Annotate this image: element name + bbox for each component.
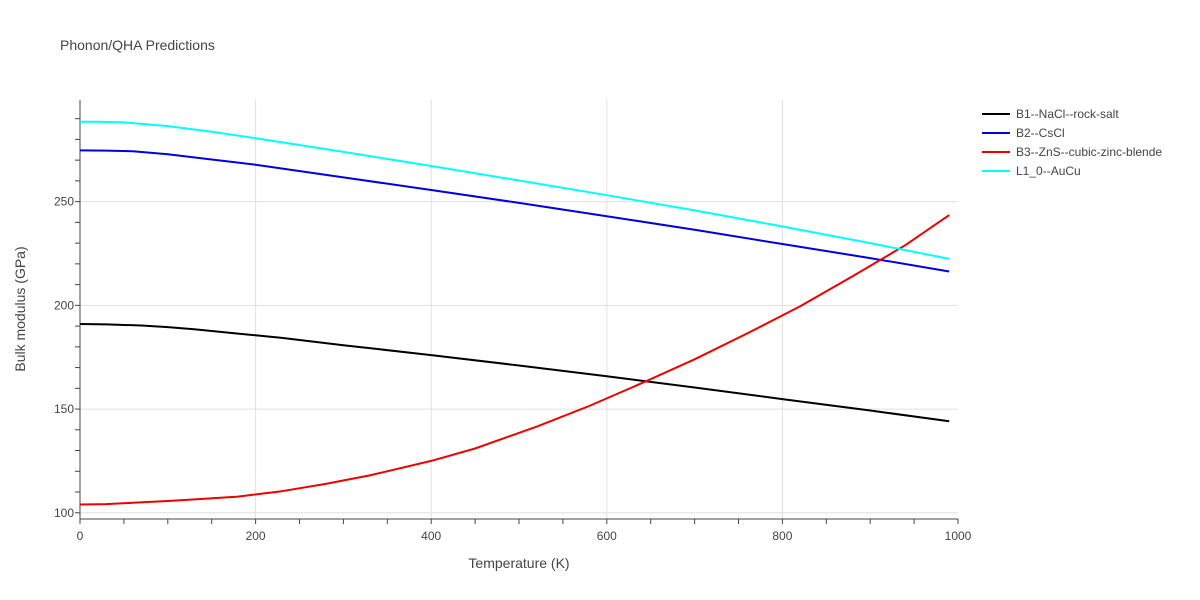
y-tick-label: 250: [54, 195, 74, 209]
legend-label[interactable]: L1_0--AuCu: [1016, 164, 1081, 178]
y-axis-title: Bulk modulus (GPa): [12, 246, 28, 371]
legend-label[interactable]: B2--CsCl: [1016, 126, 1065, 140]
chart-title: Phonon/QHA Predictions: [60, 37, 215, 53]
x-tick-label: 200: [246, 529, 266, 543]
x-tick-label: 600: [597, 529, 617, 543]
y-tick-label: 150: [54, 402, 74, 416]
legend-label[interactable]: B1--NaCl--rock-salt: [1016, 107, 1119, 121]
grid: [80, 100, 958, 519]
x-tick-label: 0: [77, 529, 84, 543]
x-tick-label: 1000: [945, 529, 972, 543]
series-line: [79, 323, 950, 423]
series-line: [79, 149, 950, 273]
tick-labels: 0 200 400 600 800 1000 100 150 200 250: [54, 195, 972, 543]
x-tick-label: 400: [421, 529, 441, 543]
plot-area: [79, 120, 950, 506]
x-axis-title: Temperature (K): [468, 555, 569, 571]
x-tick-label: 800: [772, 529, 792, 543]
series-line: [79, 214, 950, 506]
legend[interactable]: B1--NaCl--rock-salt B2--CsCl B3--ZnS--cubi…: [982, 107, 1162, 178]
series-line: [80, 120, 950, 260]
y-tick-label: 100: [54, 506, 74, 520]
y-tick-label: 200: [54, 298, 74, 312]
axes: [75, 100, 959, 524]
legend-label[interactable]: B3--ZnS--cubic-zinc-blende: [1016, 145, 1162, 159]
